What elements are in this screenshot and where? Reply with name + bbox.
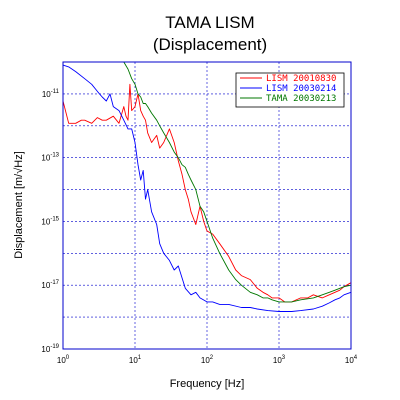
grid: [63, 62, 351, 349]
legend-label-2: LISM 20030214: [266, 84, 336, 94]
tick-labels: 100 101 102 103 104 10-11 10-13 10-15 10-17 10-19: [41, 89, 357, 365]
legend-label-1: LISM 20010830: [266, 74, 336, 84]
series-line-1: [62, 83, 352, 303]
y-tick-label: 10-13: [41, 153, 59, 163]
x-tick-label: 102: [201, 355, 214, 365]
legend-box: [235, 72, 345, 108]
y-tick-label: 10-17: [41, 280, 59, 290]
y-tick-label: 10-15: [41, 216, 59, 226]
chart-subtitle: (Displacement): [153, 35, 267, 54]
series-line-2: [62, 64, 352, 312]
chart-title: TAMA LISM: [165, 13, 254, 32]
series-line-3: [123, 61, 352, 303]
y-tick-label: 10-19: [41, 344, 59, 354]
plot-frame: [62, 61, 352, 350]
legend-label-3: TAMA 20030213: [266, 94, 336, 104]
x-tick-label: 100: [57, 355, 70, 365]
x-tick-label: 104: [345, 355, 358, 365]
y-axis-label: Displacement [m/√Hz]: [13, 151, 25, 259]
x-tick-label: 101: [129, 355, 142, 365]
x-axis-label: Frequency [Hz]: [170, 378, 245, 390]
y-tick-label: 10-11: [42, 89, 60, 99]
x-tick-label: 103: [273, 355, 286, 365]
series-lines: [62, 61, 352, 312]
